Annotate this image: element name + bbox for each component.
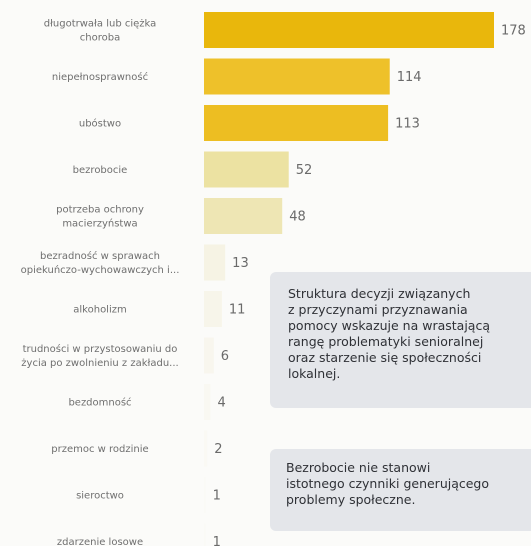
category-label: ubóstwo bbox=[79, 118, 121, 130]
value-label: 1 bbox=[213, 535, 221, 546]
bar-row: bezradność w sprawach opiekuńczo-wychowaw… bbox=[21, 244, 249, 281]
bar bbox=[204, 105, 389, 141]
bar bbox=[204, 244, 226, 281]
value-label: 6 bbox=[221, 349, 229, 364]
bar bbox=[204, 477, 206, 513]
category-label: bezdomność bbox=[68, 397, 131, 409]
value-label: 113 bbox=[395, 117, 420, 132]
bar-row: potrzeba ochrony macierzyństwa 48 bbox=[56, 198, 306, 234]
bar-row: ubóstwo 113 bbox=[79, 105, 420, 141]
category-label: bezrobocie bbox=[73, 165, 128, 176]
bar bbox=[204, 151, 289, 188]
value-label: 13 bbox=[232, 256, 249, 271]
bar bbox=[204, 291, 222, 327]
value-label: 48 bbox=[289, 210, 306, 225]
category-label: niepełnosprawność bbox=[52, 71, 148, 83]
category-label: trudności w przystosowaniu do życia po zw… bbox=[21, 343, 178, 369]
category-label: przemoc w rodzinie bbox=[51, 444, 148, 455]
category-label: długotrwała lub ciężka choroba bbox=[44, 19, 157, 44]
bar-row: bezdomność 4 bbox=[68, 384, 226, 420]
bar-row: długotrwała lub ciężka choroba 178 bbox=[44, 12, 526, 48]
value-label: 1 bbox=[213, 489, 221, 504]
value-label: 52 bbox=[296, 163, 313, 178]
bar bbox=[204, 198, 283, 234]
bar-row: zdarzenie losowe 1 bbox=[57, 523, 221, 546]
note-senior-issues: Struktura decyzji związanych z przyczyna… bbox=[270, 272, 531, 408]
value-label: 2 bbox=[214, 442, 222, 457]
category-label: alkoholizm bbox=[73, 305, 126, 316]
value-label: 11 bbox=[229, 303, 246, 318]
note-unemployment: Bezrobocie nie stanowi istotnego czynnik… bbox=[270, 449, 531, 531]
bar bbox=[204, 337, 214, 374]
bar bbox=[204, 430, 208, 467]
bar-row: przemoc w rodzinie 2 bbox=[51, 430, 223, 467]
bar-row: alkoholizm 11 bbox=[73, 291, 245, 327]
value-label: 178 bbox=[501, 24, 526, 39]
bar bbox=[204, 58, 390, 95]
bar-row: bezrobocie 52 bbox=[73, 151, 313, 188]
bar bbox=[204, 12, 494, 48]
value-label: 4 bbox=[218, 396, 226, 411]
category-label: potrzeba ochrony macierzyństwa bbox=[56, 205, 144, 230]
value-label: 114 bbox=[397, 70, 422, 85]
bar-row: trudności w przystosowaniu do życia po zw… bbox=[21, 337, 229, 374]
category-label: bezradność w sprawach opiekuńczo-wychowaw… bbox=[21, 250, 180, 276]
category-label: zdarzenie losowe bbox=[57, 537, 143, 546]
bar-row: sieroctwo 1 bbox=[76, 477, 221, 513]
bar bbox=[204, 523, 206, 546]
bar bbox=[204, 384, 211, 420]
bar-row: niepełnosprawność 114 bbox=[52, 58, 422, 95]
category-label: sieroctwo bbox=[76, 491, 124, 502]
